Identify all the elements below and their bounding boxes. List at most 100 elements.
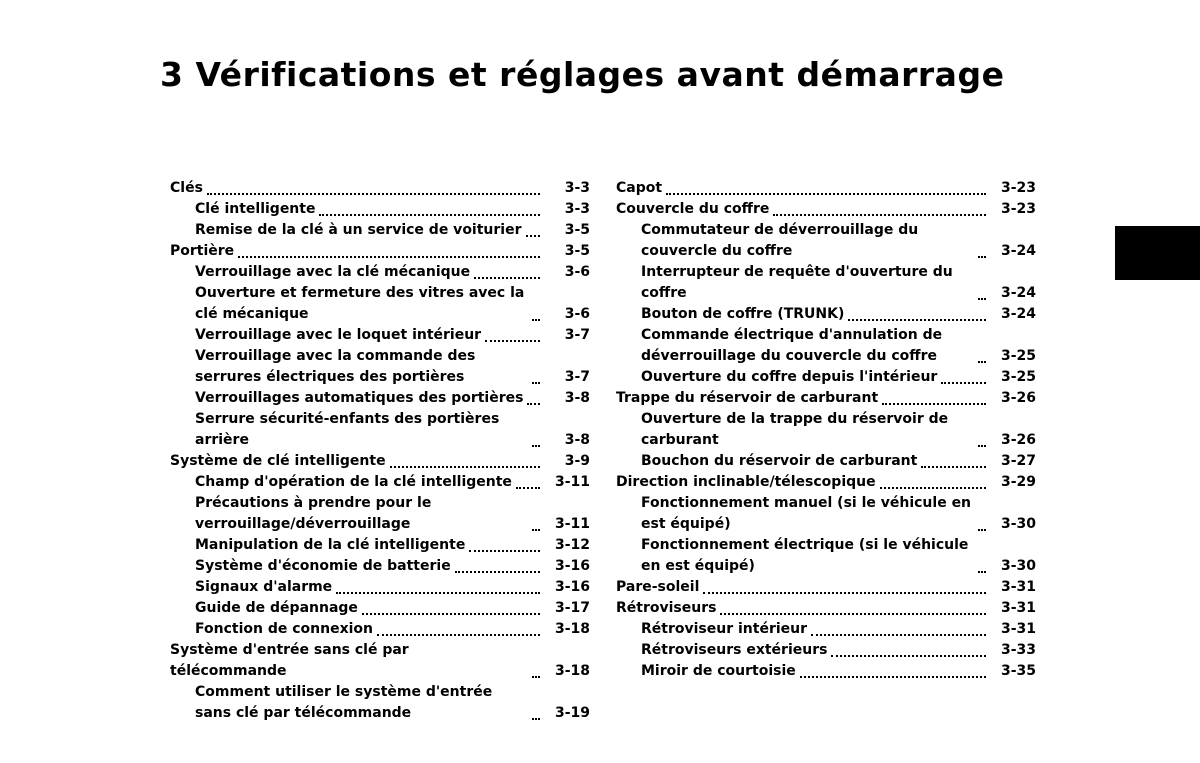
- toc-entry-page: 3-27: [990, 451, 1036, 472]
- toc-leader-dots: [532, 318, 540, 321]
- chapter-thumb-tab: [1115, 226, 1200, 280]
- toc-entry-page: 3-24: [990, 241, 1036, 262]
- toc-entry: Rétroviseurs3-31: [616, 598, 1036, 619]
- toc-entry-label: Commutateur de déverrouillage du couverc…: [641, 220, 974, 262]
- toc-entry: Portière 3-5: [170, 241, 590, 262]
- toc-entry-page: 3-25: [990, 367, 1036, 388]
- toc-leader-dots: [336, 591, 540, 594]
- toc-leader-dots: [941, 381, 986, 384]
- toc-entry-page: 3-9: [544, 451, 590, 472]
- toc-entry: Système d'entrée sans clé par télécomman…: [170, 640, 590, 682]
- toc-entry-label: Clés: [170, 178, 203, 199]
- toc-leader-dots: [978, 444, 986, 447]
- toc-entry-page: 3-7: [544, 367, 590, 388]
- toc-entry-page: 3-11: [544, 514, 590, 535]
- toc-entry-page: 3-30: [990, 514, 1036, 535]
- toc-entry-page: 3-18: [544, 619, 590, 640]
- toc-leader-dots: [773, 213, 986, 216]
- toc-entry-page: 3-24: [990, 304, 1036, 325]
- toc-entry: Pare-soleil 3-31: [616, 577, 1036, 598]
- toc-entry-page: 3-5: [544, 241, 590, 262]
- toc-leader-dots: [978, 570, 986, 573]
- toc-entry-page: 3-26: [990, 430, 1036, 451]
- toc-entry-label: Verrouillage avec la clé mécanique: [195, 262, 470, 283]
- toc-entry-label: Ouverture de la trappe du réservoir de c…: [641, 409, 974, 451]
- toc-entry-page: 3-16: [544, 577, 590, 598]
- chapter-title: 3 Vérifications et réglages avant démarr…: [160, 55, 1004, 94]
- toc-leader-dots: [720, 612, 986, 615]
- toc-entry-page: 3-3: [544, 199, 590, 220]
- toc-entry: Ouverture et fermeture des vitres avec l…: [170, 283, 590, 325]
- toc-entry: Serrure sécurité-enfants des portières a…: [170, 409, 590, 451]
- toc-leader-dots: [207, 192, 540, 195]
- toc-entry-page: 3-3: [544, 178, 590, 199]
- toc-entry-label: Bouton de coffre (TRUNK): [641, 304, 844, 325]
- toc-entry-label: Commande électrique d'annulation de déve…: [641, 325, 974, 367]
- toc-entry: Fonctionnement manuel (si le véhicule en…: [616, 493, 1036, 535]
- toc-entry: Clés 3-3: [170, 178, 590, 199]
- toc-entry: Trappe du réservoir de carburant3-26: [616, 388, 1036, 409]
- toc-entry: Verrouillage avec la clé mécanique3-6: [170, 262, 590, 283]
- toc-entry-page: 3-5: [544, 220, 590, 241]
- toc-entry: Couvercle du coffre3-23: [616, 199, 1036, 220]
- toc-entry: Remise de la clé à un service de voituri…: [170, 220, 590, 241]
- toc-leader-dots: [880, 486, 986, 489]
- toc-entry-label: Serrure sécurité-enfants des portières a…: [195, 409, 528, 451]
- toc-entry: Rétroviseur intérieur3-31: [616, 619, 1036, 640]
- toc-entry: Comment utiliser le système d'entrée san…: [170, 682, 590, 724]
- toc-entry-label: Verrouillage avec la commande des serrur…: [195, 346, 528, 388]
- toc-entry: Direction inclinable/télescopique3-29: [616, 472, 1036, 493]
- toc-entry-label: Capot: [616, 178, 662, 199]
- toc-entry-label: Fonctionnement électrique (si le véhicul…: [641, 535, 974, 577]
- toc-entry-page: 3-23: [990, 178, 1036, 199]
- toc-leader-dots: [527, 402, 540, 405]
- toc-columns: Clés 3-3 Clé intelligente 3-3 Remise de la c…: [170, 178, 1150, 724]
- toc-entry-page: 3-33: [990, 640, 1036, 661]
- toc-entry-page: 3-30: [990, 556, 1036, 577]
- toc-entry: Commutateur de déverrouillage du couverc…: [616, 220, 1036, 262]
- toc-entry-page: 3-7: [544, 325, 590, 346]
- toc-leader-dots: [532, 528, 540, 531]
- toc-leader-dots: [978, 297, 986, 300]
- toc-entry-label: Champ d'opération de la clé intelligente: [195, 472, 512, 493]
- toc-entry-label: Comment utiliser le système d'entrée san…: [195, 682, 528, 724]
- toc-entry-page: 3-24: [990, 283, 1036, 304]
- toc-column-left: Clés 3-3 Clé intelligente 3-3 Remise de la c…: [170, 178, 590, 724]
- toc-entry-page: 3-25: [990, 346, 1036, 367]
- toc-entry: Guide de dépannage3-17: [170, 598, 590, 619]
- toc-entry: Capot 3-23: [616, 178, 1036, 199]
- toc-entry-label: Rétroviseurs: [616, 598, 716, 619]
- toc-leader-dots: [978, 255, 986, 258]
- toc-entry-page: 3-31: [990, 577, 1036, 598]
- toc-leader-dots: [377, 633, 540, 636]
- toc-entry-label: Portière: [170, 241, 234, 262]
- toc-entry: Fonction de connexion3-18: [170, 619, 590, 640]
- toc-entry-label: Rétroviseur intérieur: [641, 619, 807, 640]
- toc-entry: Rétroviseurs extérieurs3-33: [616, 640, 1036, 661]
- toc-leader-dots: [666, 192, 986, 195]
- toc-leader-dots: [362, 612, 540, 615]
- toc-entry-label: Ouverture et fermeture des vitres avec l…: [195, 283, 528, 325]
- toc-entry: Système de clé intelligente3-9: [170, 451, 590, 472]
- toc-entry-label: Manipulation de la clé intelligente: [195, 535, 465, 556]
- toc-entry-label: Système d'économie de batterie: [195, 556, 451, 577]
- toc-entry: Signaux d'alarme 3-16: [170, 577, 590, 598]
- toc-entry-label: Clé intelligente: [195, 199, 315, 220]
- toc-entry: Miroir de courtoisie3-35: [616, 661, 1036, 682]
- toc-leader-dots: [474, 276, 540, 279]
- toc-entry-page: 3-12: [544, 535, 590, 556]
- toc-entry-label: Ouverture du coffre depuis l'intérieur: [641, 367, 937, 388]
- toc-leader-dots: [811, 633, 986, 636]
- toc-entry-label: Remise de la clé à un service de voituri…: [195, 220, 522, 241]
- toc-entry: Bouton de coffre (TRUNK) 3-24: [616, 304, 1036, 325]
- toc-entry-label: Pare-soleil: [616, 577, 699, 598]
- toc-leader-dots: [469, 549, 540, 552]
- toc-entry: Commande électrique d'annulation de déve…: [616, 325, 1036, 367]
- toc-entry-label: Interrupteur de requête d'ouverture du c…: [641, 262, 974, 304]
- toc-entry-page: 3-8: [544, 388, 590, 409]
- toc-leader-dots: [921, 465, 986, 468]
- toc-entry-label: Signaux d'alarme: [195, 577, 332, 598]
- toc-leader-dots: [848, 318, 986, 321]
- toc-leader-dots: [882, 402, 986, 405]
- toc-entry: Fonctionnement électrique (si le véhicul…: [616, 535, 1036, 577]
